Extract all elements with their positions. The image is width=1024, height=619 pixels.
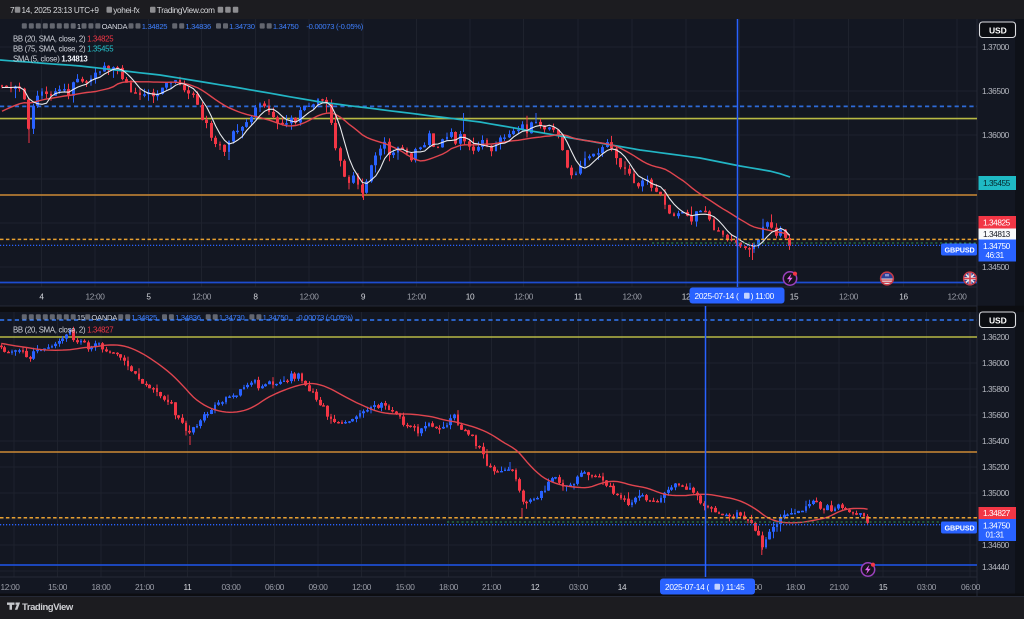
svg-text:SMA (5, close) 1.34813: SMA (5, close) 1.34813: [13, 55, 88, 64]
svg-text:-0.00073 (-0.05%): -0.00073 (-0.05%): [296, 313, 353, 322]
svg-text:12:00: 12:00: [622, 291, 642, 301]
svg-text:1.34500: 1.34500: [982, 262, 1010, 272]
svg-text:15: 15: [77, 313, 85, 322]
svg-text:BB (20, SMA, close, 2) 1.3482: BB (20, SMA, close, 2) 1.34825: [13, 35, 114, 44]
svg-text:1.34730: 1.34730: [229, 22, 255, 31]
svg-text:15: 15: [879, 582, 888, 592]
svg-text:21:00: 21:00: [135, 582, 155, 592]
svg-text:1.35400: 1.35400: [982, 436, 1010, 446]
svg-text:1.36200: 1.36200: [982, 332, 1010, 342]
svg-text:11: 11: [574, 291, 583, 301]
svg-text:yohei-fx: yohei-fx: [113, 6, 139, 15]
svg-text:1.36000: 1.36000: [982, 358, 1010, 368]
svg-text:1.34827: 1.34827: [983, 508, 1011, 518]
svg-text:2025-07-14 (: 2025-07-14 (: [665, 582, 709, 592]
svg-text:2025-07-14 (: 2025-07-14 (: [695, 291, 739, 301]
svg-text:1.34836: 1.34836: [175, 313, 201, 322]
svg-text:USD: USD: [989, 315, 1007, 325]
svg-text:46:31: 46:31: [986, 251, 1005, 260]
svg-text:09:00: 09:00: [308, 582, 328, 592]
svg-text:OANDA: OANDA: [91, 313, 118, 322]
svg-text:TradingView: TradingView: [22, 602, 74, 613]
svg-text:03:00: 03:00: [569, 582, 589, 592]
svg-text:1.34825: 1.34825: [983, 217, 1011, 227]
svg-text:OANDA: OANDA: [102, 22, 129, 31]
svg-text:8: 8: [253, 291, 258, 301]
svg-text:1.34750: 1.34750: [273, 22, 299, 31]
svg-text:1.34836: 1.34836: [185, 22, 211, 31]
svg-text:1: 1: [77, 22, 81, 31]
svg-text:11: 11: [184, 582, 193, 592]
svg-text:9: 9: [361, 291, 366, 301]
svg-text:1.34440: 1.34440: [982, 562, 1010, 572]
svg-text:06:00: 06:00: [265, 582, 285, 592]
svg-text:21:00: 21:00: [829, 582, 849, 592]
svg-text:1.37000: 1.37000: [982, 42, 1010, 52]
svg-text:06:00: 06:00: [961, 582, 981, 592]
svg-text:15:00: 15:00: [395, 582, 415, 592]
svg-text:-0.00073 (-0.05%): -0.00073 (-0.05%): [306, 22, 363, 31]
svg-text:1.35455: 1.35455: [983, 178, 1011, 188]
svg-text:TradingView.com: TradingView.com: [157, 6, 215, 15]
svg-text:1.34813: 1.34813: [983, 229, 1011, 239]
svg-text:12:00: 12:00: [299, 291, 319, 301]
svg-text:GBPUSD: GBPUSD: [945, 524, 975, 533]
svg-text:18:00: 18:00: [439, 582, 459, 592]
svg-text:12:00: 12:00: [352, 582, 372, 592]
svg-text:1.35800: 1.35800: [982, 384, 1010, 394]
svg-text:01:31: 01:31: [986, 530, 1005, 539]
svg-text:) 11:00: ) 11:00: [751, 291, 775, 301]
svg-text:1.36500: 1.36500: [982, 86, 1010, 96]
svg-text:16: 16: [899, 291, 908, 301]
svg-text:12:00: 12:00: [839, 291, 859, 301]
svg-text:12: 12: [682, 291, 691, 301]
svg-text:1.34825: 1.34825: [131, 313, 157, 322]
svg-text:1.34750: 1.34750: [983, 520, 1011, 530]
svg-text:12:00: 12:00: [514, 291, 534, 301]
svg-text:03:00: 03:00: [221, 582, 241, 592]
svg-text:GBPUSD: GBPUSD: [945, 246, 975, 255]
svg-text:12:00: 12:00: [85, 291, 105, 301]
svg-text:USD: USD: [989, 25, 1007, 35]
svg-text:21:00: 21:00: [482, 582, 502, 592]
svg-text:) 11:45: ) 11:45: [721, 582, 745, 592]
svg-text:10: 10: [466, 291, 475, 301]
svg-text:12:00: 12:00: [192, 291, 212, 301]
svg-text:12:00: 12:00: [407, 291, 427, 301]
svg-text:18:00: 18:00: [786, 582, 806, 592]
svg-text:7: 7: [10, 6, 15, 15]
svg-text:5: 5: [146, 291, 151, 301]
svg-text:4: 4: [39, 291, 44, 301]
svg-text:15: 15: [790, 291, 799, 301]
svg-text:1.34825: 1.34825: [142, 22, 168, 31]
svg-text:BB (75, SMA, close, 2) 1.3545: BB (75, SMA, close, 2) 1.35455: [13, 45, 114, 54]
svg-text:12:00: 12:00: [947, 291, 967, 301]
svg-text:14, 2025 23:13 UTC+9: 14, 2025 23:13 UTC+9: [22, 6, 100, 15]
svg-text:12:00: 12:00: [0, 582, 20, 592]
svg-text:1.34750: 1.34750: [263, 313, 289, 322]
svg-text:1.34730: 1.34730: [219, 313, 245, 322]
svg-text:14: 14: [618, 582, 627, 592]
svg-text:1.35000: 1.35000: [982, 488, 1010, 498]
svg-text:18:00: 18:00: [91, 582, 111, 592]
svg-text:1.35600: 1.35600: [982, 410, 1010, 420]
svg-text:15:00: 15:00: [48, 582, 68, 592]
svg-text:1.34750: 1.34750: [983, 241, 1011, 251]
svg-text:1.36000: 1.36000: [982, 130, 1010, 140]
svg-text:1.34600: 1.34600: [982, 540, 1010, 550]
svg-text:1.35200: 1.35200: [982, 462, 1010, 472]
svg-text:BB (20, SMA, close, 2) 1.3482: BB (20, SMA, close, 2) 1.34827: [13, 326, 113, 335]
svg-text:03:00: 03:00: [917, 582, 937, 592]
svg-text:12: 12: [531, 582, 540, 592]
